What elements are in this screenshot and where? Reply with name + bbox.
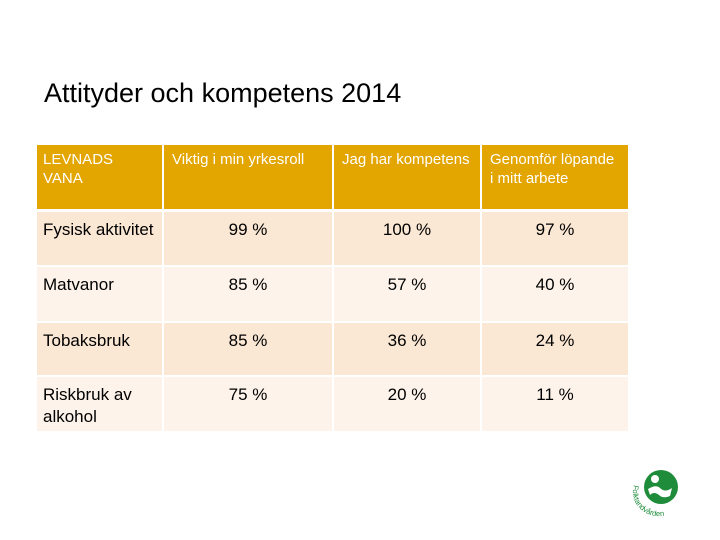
value-cell: 36 % <box>333 322 482 377</box>
value-cell: 99 % <box>163 210 334 267</box>
table-row: Matvanor 85 % 57 % 40 % <box>37 266 630 323</box>
header-viktig-i-min-yrkesroll: Viktig i min yrkesroll <box>163 145 334 212</box>
value-cell: 57 % <box>333 266 482 323</box>
logo-figure-head-shape <box>651 475 659 483</box>
header-jag-har-kompetens: Jag har kompetens <box>333 145 482 212</box>
table-row: Fysisk aktivitet 99 % 100 % 97 % <box>37 210 630 267</box>
value-cell: 97 % <box>481 210 630 267</box>
value-cell: 85 % <box>163 266 334 323</box>
value-cell: 24 % <box>481 322 630 377</box>
attitudes-table: LEVNADS VANA Viktig i min yrkesroll Jag … <box>37 145 630 433</box>
value-cell: 75 % <box>163 376 334 433</box>
row-label: Fysisk aktivitet <box>37 210 164 267</box>
logo-figure-body-shape <box>648 486 672 498</box>
table-row: Riskbruk av alkohol 75 % 20 % 11 % <box>37 376 630 433</box>
row-label: Riskbruk av alkohol <box>37 376 164 433</box>
value-cell: 11 % <box>481 376 630 433</box>
value-cell: 100 % <box>333 210 482 267</box>
value-cell: 20 % <box>333 376 482 433</box>
header-genomfor-lopande: Genomför löpande i mitt arbete <box>481 145 630 212</box>
value-cell: 40 % <box>481 266 630 323</box>
header-levnadsvana: LEVNADS VANA <box>37 145 164 212</box>
logo-circle-shape <box>644 470 678 504</box>
row-label: Matvanor <box>37 266 164 323</box>
table-row: Tobaksbruk 85 % 36 % 24 % <box>37 322 630 377</box>
value-cell: 85 % <box>163 322 334 377</box>
folktandvarden-logo-icon: Folktandvården <box>631 470 678 518</box>
table-header-row: LEVNADS VANA Viktig i min yrkesroll Jag … <box>37 145 630 212</box>
slide-title: Attityder och kompetens 2014 <box>44 78 402 108</box>
row-label: Tobaksbruk <box>37 322 164 377</box>
